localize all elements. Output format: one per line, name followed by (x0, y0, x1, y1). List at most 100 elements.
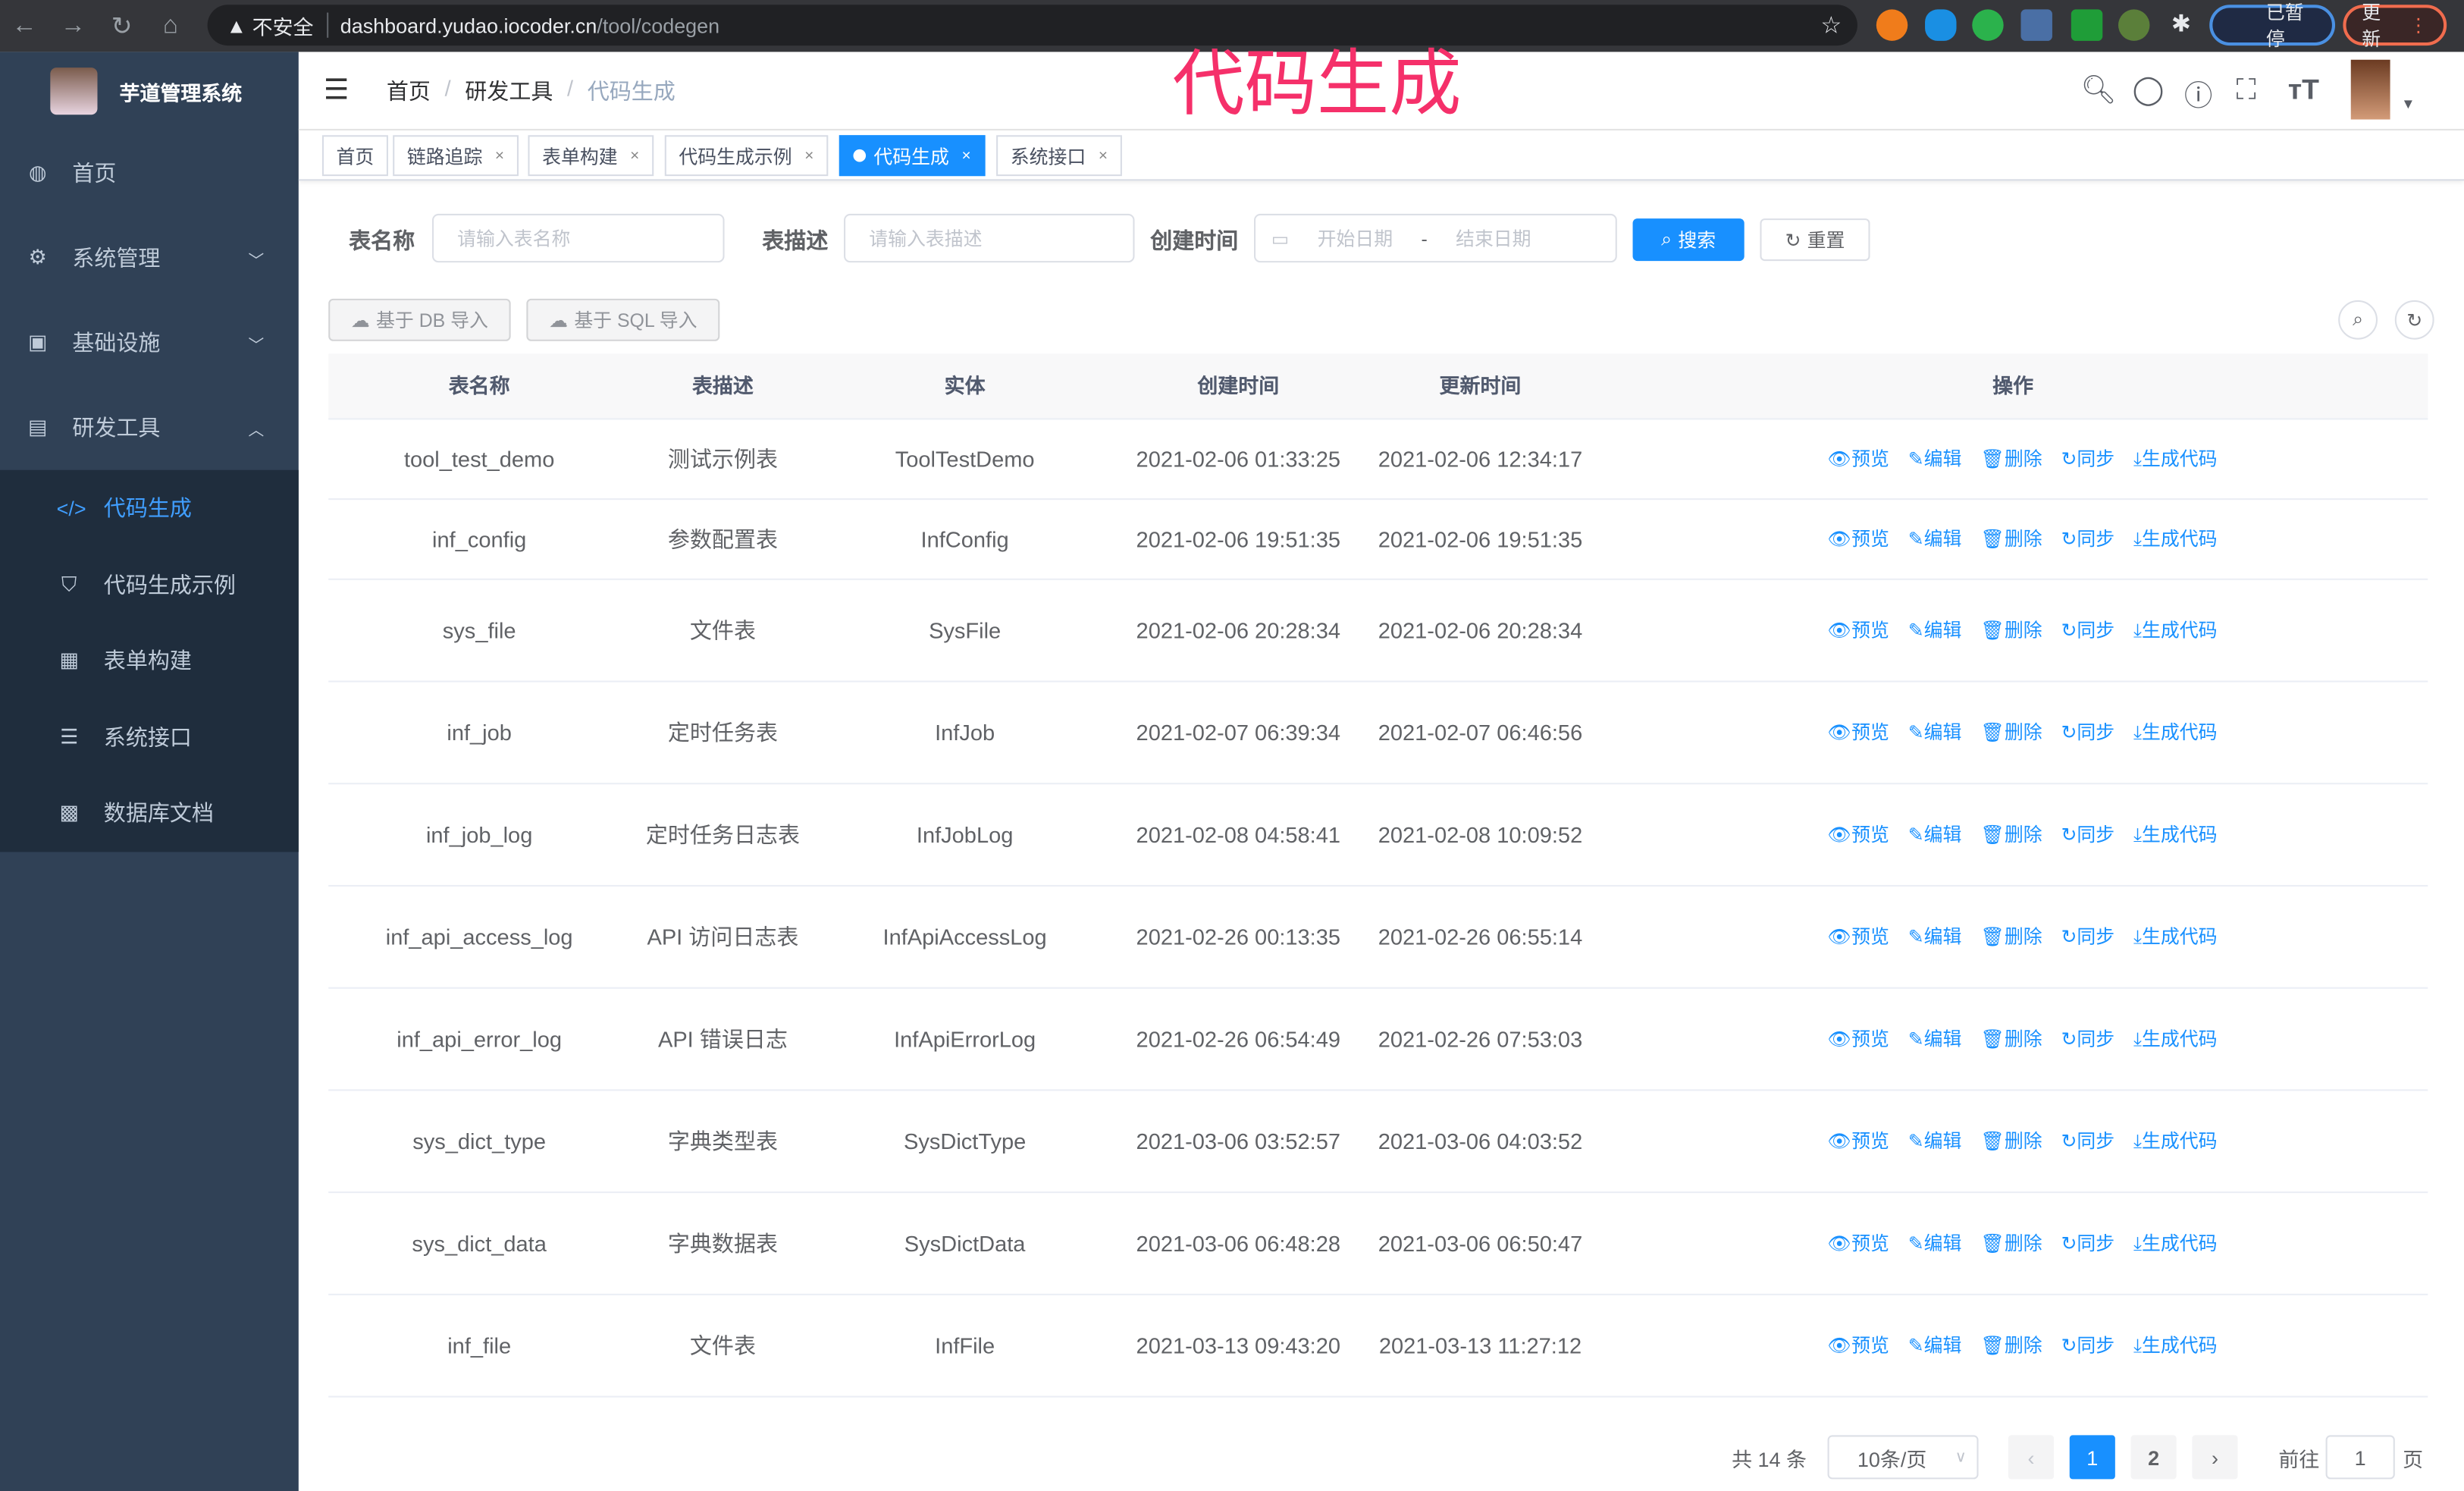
generate-code-button[interactable]: ⤓生成代码 (2133, 613, 2218, 648)
preview-button[interactable]: 👁︎预览 (1828, 818, 1889, 852)
prev-page-button[interactable]: ‹ (2008, 1435, 2055, 1480)
sidebar-item-db-doc[interactable]: ▩ 数据库文档 (0, 775, 299, 852)
edit-button[interactable]: ✎编辑 (1908, 441, 1962, 476)
generate-code-button[interactable]: ⤓生成代码 (2133, 1124, 2218, 1159)
tag-form-build[interactable]: 表单构建 × (528, 135, 654, 177)
sync-button[interactable]: ↻同步 (2061, 522, 2115, 557)
font-size-icon[interactable]: ᴛT (2287, 74, 2319, 105)
delete-button[interactable]: 🗑︎删除 (1980, 1328, 2042, 1363)
close-icon[interactable]: × (1098, 146, 1108, 165)
extension-icon[interactable] (2071, 9, 2103, 41)
generate-code-button[interactable]: ⤓生成代码 (2133, 920, 2218, 955)
close-icon[interactable]: × (961, 146, 971, 165)
preview-button[interactable]: 👁︎预览 (1828, 441, 1889, 476)
delete-button[interactable]: 🗑︎删除 (1980, 818, 2042, 852)
table-name-input[interactable]: 请输入表名称 (431, 213, 725, 263)
start-date-input[interactable]: 开始日期 (1317, 228, 1393, 250)
generate-code-button[interactable]: ⤓生成代码 (2133, 522, 2218, 557)
preview-button[interactable]: 👁︎预览 (1828, 920, 1889, 955)
sync-button[interactable]: ↻同步 (2061, 1124, 2115, 1159)
db-import-button[interactable]: ☁ 基于 DB 导入 (328, 298, 511, 341)
extension-icon[interactable] (1925, 9, 1957, 41)
delete-button[interactable]: 🗑︎删除 (1980, 715, 2042, 750)
fullscreen-icon[interactable]: ⛶ (2236, 74, 2256, 105)
breadcrumb-item[interactable]: 首页 (386, 77, 431, 103)
refresh-icon[interactable]: ↻ (2394, 300, 2434, 340)
page-size-select[interactable]: 10条/页 ∨ (1827, 1435, 1979, 1480)
sidebar-item-home[interactable]: ◍ 首页 (0, 130, 299, 215)
tag-trace[interactable]: 链路追踪 × (393, 135, 519, 177)
profile-paused-button[interactable]: 已暂停 (2209, 2, 2336, 50)
sidebar-item-infra[interactable]: ▣ 基础设施 ﹀ (0, 300, 299, 385)
edit-button[interactable]: ✎编辑 (1908, 920, 1962, 955)
extension-icon[interactable] (2118, 9, 2150, 41)
generate-code-button[interactable]: ⤓生成代码 (2133, 1328, 2218, 1363)
delete-button[interactable]: 🗑︎删除 (1980, 613, 2042, 648)
address-bar[interactable]: ▲ 不安全 dashboard.yudao.iocoder.cn/tool/co… (207, 5, 1857, 46)
edit-button[interactable]: ✎编辑 (1908, 1328, 1962, 1363)
reload-icon[interactable]: ↻ (111, 13, 133, 40)
back-icon[interactable]: ← (11, 11, 37, 39)
delete-button[interactable]: 🗑︎删除 (1980, 441, 2042, 476)
page-1-button[interactable]: 1 (2069, 1435, 2115, 1480)
search-icon[interactable]: 🔍︎ (2080, 74, 2117, 105)
edit-button[interactable]: ✎编辑 (1908, 1022, 1962, 1056)
generate-code-button[interactable]: ⤓生成代码 (2133, 1226, 2218, 1261)
goto-page-input[interactable]: 1 (2325, 1435, 2395, 1480)
edit-button[interactable]: ✎编辑 (1908, 1226, 1962, 1261)
sync-button[interactable]: ↻同步 (2061, 818, 2115, 852)
puzzle-icon[interactable]: ✱ (2171, 11, 2191, 38)
breadcrumb-item[interactable]: 研发工具 (465, 77, 553, 103)
help-icon[interactable]: ⓘ (2184, 80, 2213, 112)
sidebar-item-form-build[interactable]: ▦ 表单构建 (0, 623, 299, 699)
close-icon[interactable]: × (804, 146, 814, 165)
sidebar-item-system[interactable]: ⚙ 系统管理 ﹀ (0, 215, 299, 300)
preview-button[interactable]: 👁︎预览 (1828, 613, 1889, 648)
delete-button[interactable]: 🗑︎删除 (1980, 1226, 2042, 1261)
forward-icon[interactable]: → (60, 11, 86, 39)
sidebar-item-codegen[interactable]: </> 代码生成 (0, 470, 299, 547)
sync-button[interactable]: ↻同步 (2061, 715, 2115, 750)
preview-button[interactable]: 👁︎预览 (1828, 1226, 1889, 1261)
github-icon[interactable]: ◯ (2132, 74, 2165, 105)
toggle-search-icon[interactable]: ⌕ (2338, 300, 2378, 340)
end-date-input[interactable]: 结束日期 (1456, 228, 1531, 250)
delete-button[interactable]: 🗑︎删除 (1980, 920, 2042, 955)
sidebar-logo[interactable]: 芋道管理系统 (0, 52, 299, 130)
sidebar-item-devtools[interactable]: ▤ 研发工具 ︿ (0, 385, 299, 470)
search-button[interactable]: ⌕ 搜索 (1632, 218, 1745, 262)
delete-button[interactable]: 🗑︎删除 (1980, 522, 2042, 557)
next-page-button[interactable]: › (2192, 1435, 2238, 1480)
extension-icon[interactable] (1972, 9, 2004, 41)
sync-button[interactable]: ↻同步 (2061, 441, 2115, 476)
avatar[interactable] (2350, 59, 2390, 120)
preview-button[interactable]: 👁︎预览 (1828, 1022, 1889, 1056)
delete-button[interactable]: 🗑︎删除 (1980, 1022, 2042, 1056)
generate-code-button[interactable]: ⤓生成代码 (2133, 818, 2218, 852)
edit-button[interactable]: ✎编辑 (1908, 715, 1962, 750)
sync-button[interactable]: ↻同步 (2061, 1022, 2115, 1056)
generate-code-button[interactable]: ⤓生成代码 (2133, 715, 2218, 750)
extension-icon[interactable] (2020, 9, 2052, 41)
reset-button[interactable]: ↻ 重置 (1760, 218, 1870, 262)
tag-home[interactable]: 首页 (321, 135, 388, 177)
caret-down-icon[interactable]: ▼ (2401, 96, 2415, 112)
hamburger-icon[interactable]: ☰ (323, 74, 350, 105)
bookmark-star-icon[interactable]: ☆ (1820, 12, 1842, 39)
sidebar-item-codegen-demo[interactable]: ⛉ 代码生成示例 (0, 546, 299, 623)
edit-button[interactable]: ✎编辑 (1908, 613, 1962, 648)
table-desc-input[interactable]: 请输入表描述 (844, 213, 1135, 263)
home-icon[interactable]: ⌂ (162, 11, 178, 39)
tag-api[interactable]: 系统接口 × (996, 135, 1122, 177)
close-icon[interactable]: × (494, 146, 505, 165)
preview-button[interactable]: 👁︎预览 (1828, 522, 1889, 557)
sql-import-button[interactable]: ☁ 基于 SQL 导入 (526, 298, 720, 341)
generate-code-button[interactable]: ⤓生成代码 (2133, 1022, 2218, 1056)
preview-button[interactable]: 👁︎预览 (1828, 1328, 1889, 1363)
tag-codegen[interactable]: 代码生成 × (839, 135, 986, 177)
date-range-picker[interactable]: ▭ 开始日期 - 结束日期 (1254, 213, 1617, 263)
page-2-button[interactable]: 2 (2130, 1435, 2177, 1480)
tag-codegen-demo[interactable]: 代码生成示例 × (664, 135, 829, 177)
delete-button[interactable]: 🗑︎删除 (1980, 1124, 2042, 1159)
generate-code-button[interactable]: ⤓生成代码 (2133, 441, 2218, 476)
